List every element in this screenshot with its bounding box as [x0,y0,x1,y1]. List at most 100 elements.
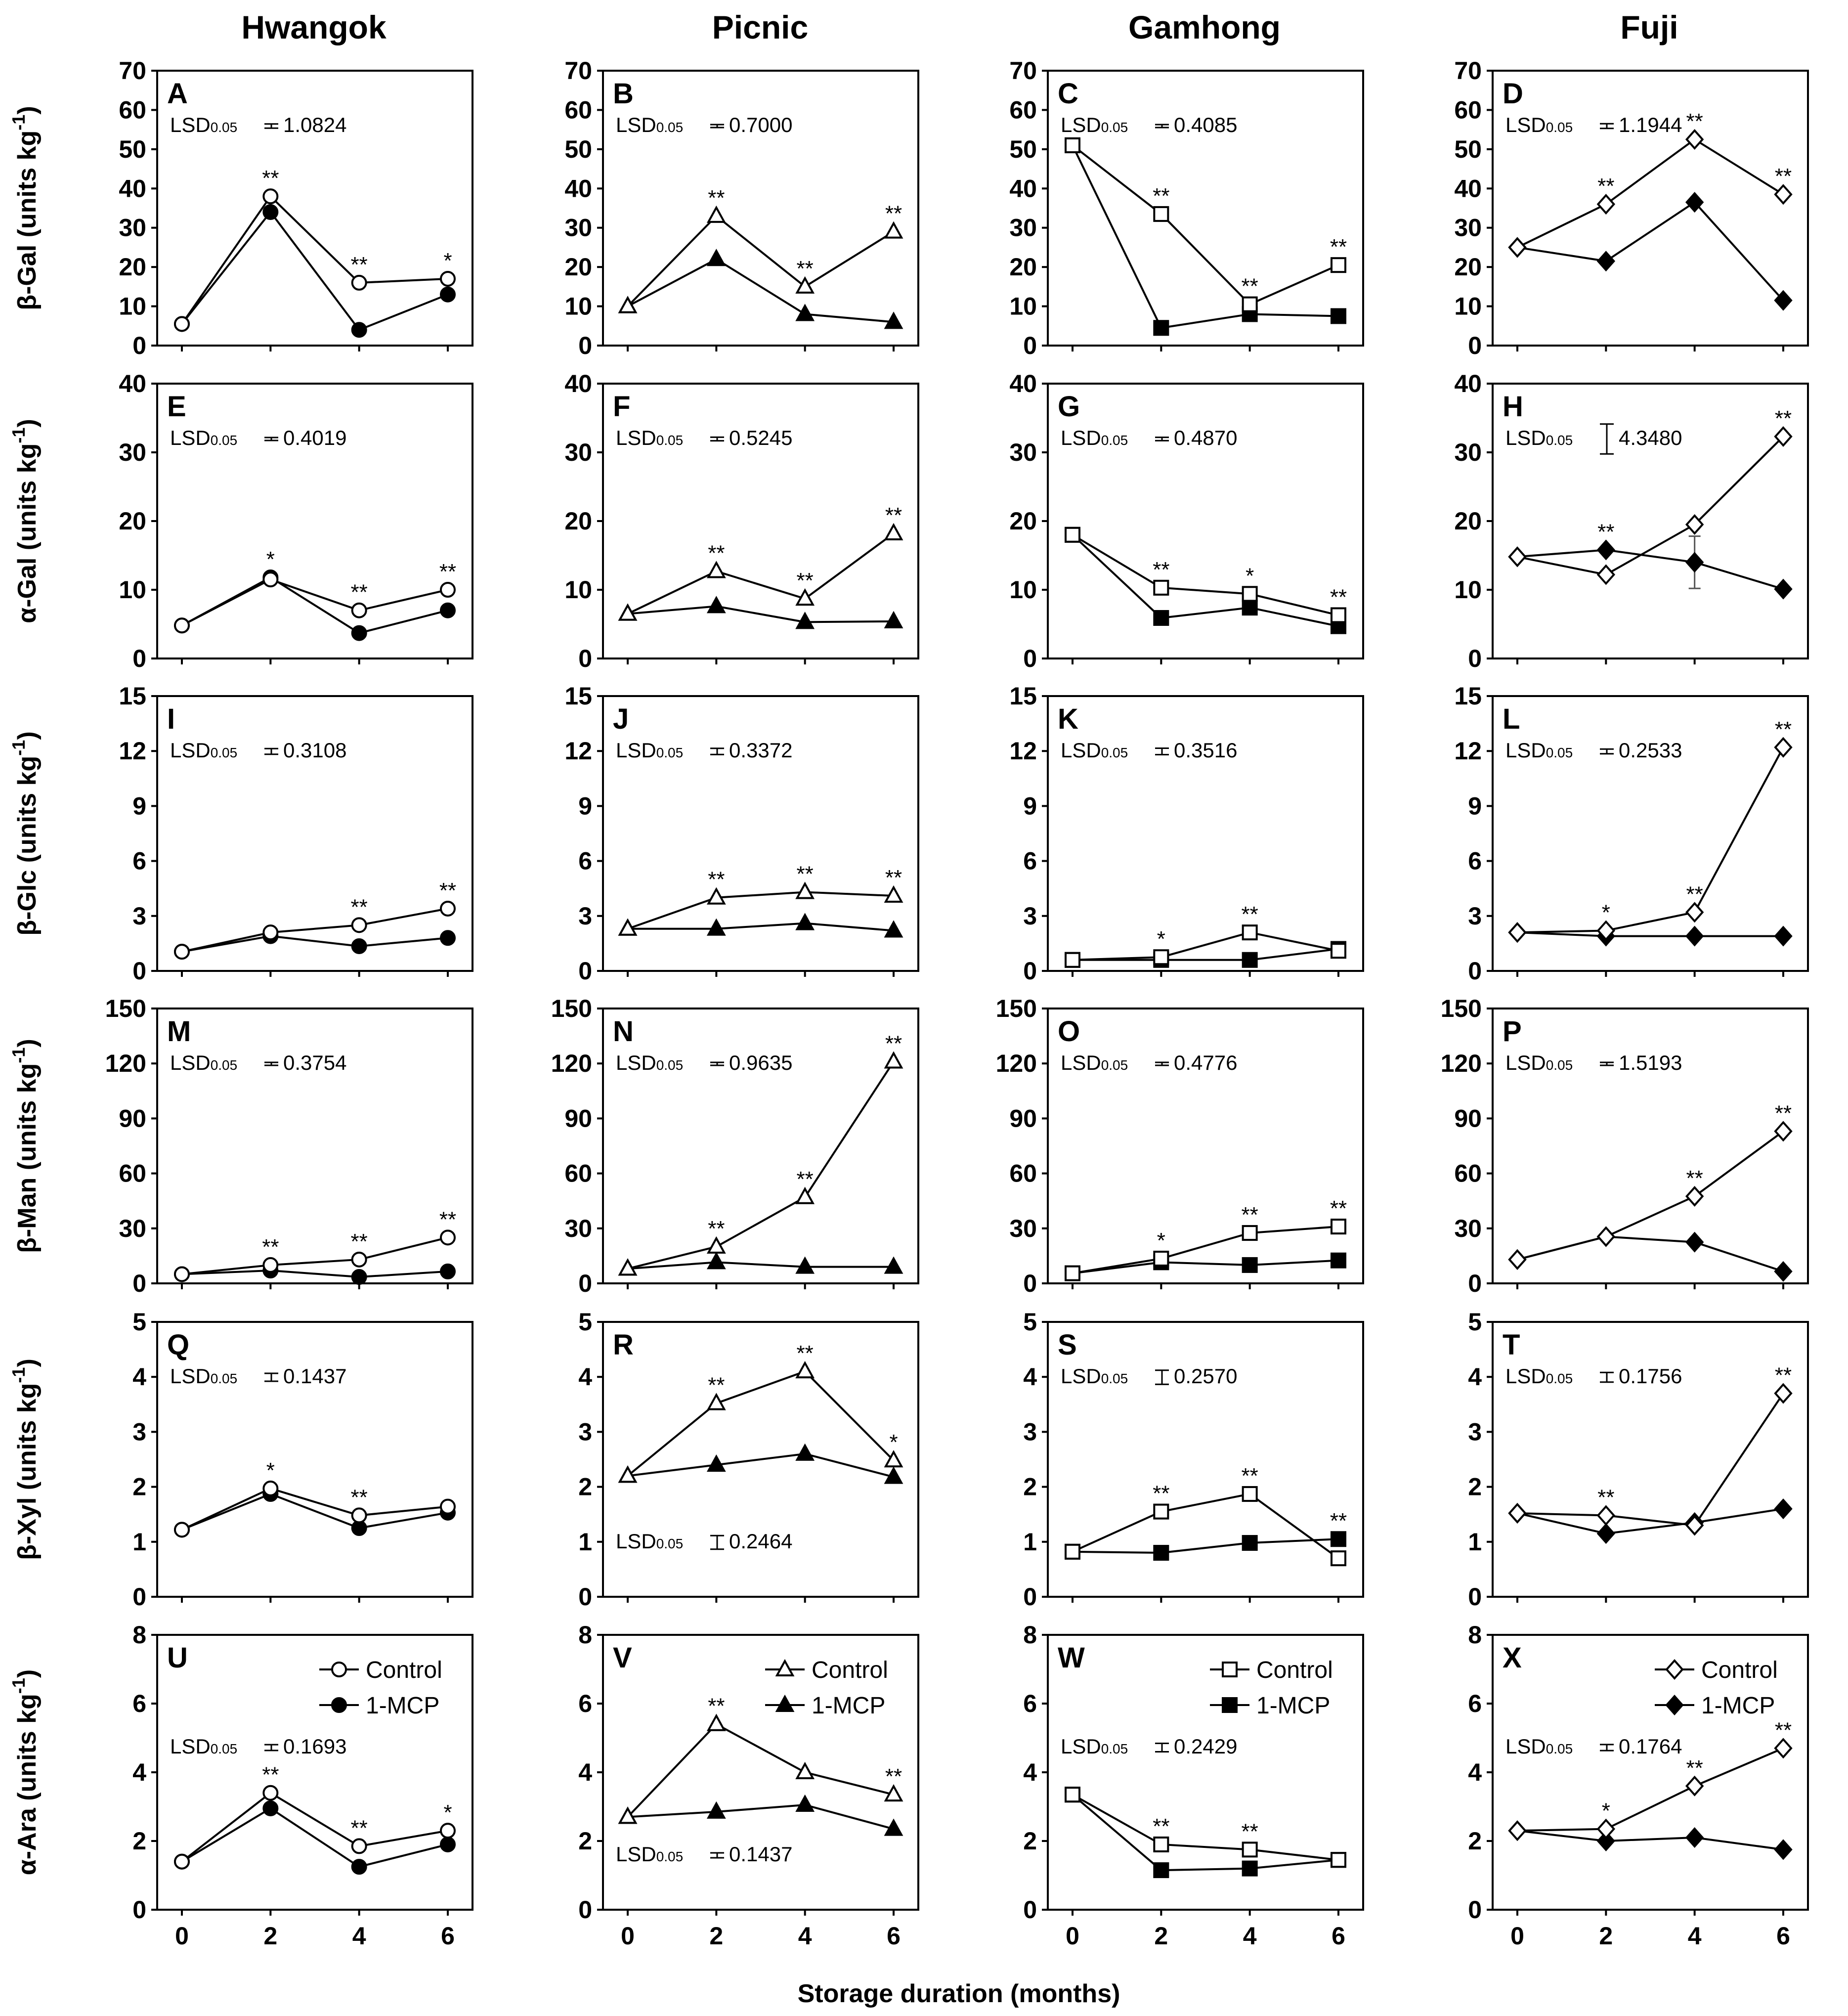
y-tick-label: 0 [1468,645,1482,672]
y-tick-label: 9 [132,792,146,820]
data-point-1-mcp [1774,290,1793,311]
y-tick-label: 0 [578,1896,592,1924]
data-point-1-mcp [795,913,815,930]
data-point-control [1331,1852,1346,1868]
significance-mark: * [1157,927,1165,951]
y-tick-label: 60 [1009,96,1037,124]
series-line-control [181,195,448,325]
y-tick-label: 6 [1468,1690,1482,1717]
series-line-1-mcp [1072,1538,1339,1554]
x-tick-label: 6 [1332,1922,1345,1950]
data-point-1-mcp [1242,1860,1258,1877]
significance-mark: ** [708,1694,725,1718]
y-tick-label: 1 [1023,1528,1037,1556]
data-point-1-mcp [1331,1531,1346,1547]
y-tick-label: 0 [578,1270,592,1297]
y-tick-label: 3 [1023,1418,1037,1446]
data-point-control [351,274,367,291]
significance-mark: ** [262,1235,279,1259]
y-tick-label: 0 [578,1583,592,1611]
y-tick-label: 4 [1023,1363,1037,1391]
y-tick-label: 70 [564,57,592,85]
legend-label-control: Control [812,1657,888,1683]
plot-frame [1047,1008,1364,1284]
significance-mark: ** [885,202,902,226]
data-point-1-mcp [351,1859,367,1875]
significance-mark: ** [439,1207,456,1231]
data-point-control [1065,1787,1080,1803]
plot-frame [1492,1321,1809,1598]
data-point-control [262,571,279,588]
panel-letter: H [1503,391,1523,423]
data-point-control [262,188,279,205]
data-point-control [884,221,903,239]
significance-mark: ** [351,1229,368,1254]
data-point-1-mcp [1153,1862,1169,1879]
panel-N: 0 30 60 90 120 150 N LSD0.05 0.9635 ** ** ** [551,995,919,1297]
series-line-1-mcp [1073,948,1339,961]
data-point-control [884,1784,903,1802]
lsd-value: 0.1756 [1619,1364,1682,1388]
lsd-value: 1.5193 [1619,1051,1682,1074]
plot-frame [156,695,473,972]
panel-letter: B [613,78,634,110]
data-point-1-mcp [440,286,456,303]
data-point-control [795,588,815,606]
y-tick-label: 8 [1023,1621,1037,1649]
y-tick-label: 150 [551,995,592,1022]
data-point-control [1242,924,1258,941]
significance-mark: ** [1775,1101,1792,1125]
data-point-1-mcp [1596,251,1616,272]
legend: Control 1-MCP [1210,1657,1333,1719]
data-point-control [351,1838,367,1854]
series-line-control [627,1061,895,1270]
data-point-1-mcp [1774,1839,1793,1860]
series-line-control [1072,1492,1339,1559]
significance-mark: ** [1775,164,1792,188]
y-tick-label: 0 [578,645,592,672]
data-point-control [706,205,726,223]
panel-P: 0 30 60 90 120 150 P LSD0.05 1.5193 ** ** [1441,995,1809,1297]
y-tick-label: 90 [564,1104,592,1132]
panel-letter: E [167,391,186,423]
data-point-control [1774,184,1793,205]
panel-letter: R [613,1329,634,1361]
data-point-1-mcp [1596,1523,1616,1544]
plot-frame [156,1321,473,1598]
data-point-control [1331,607,1346,623]
y-tick-label: 4 [1468,1758,1482,1786]
data-point-control [262,1480,279,1496]
plot-frame [602,695,919,972]
data-point-1-mcp [795,1256,815,1274]
significance-mark: ** [351,895,368,919]
y-tick-label: 8 [578,1621,592,1649]
legend-label-1-mcp: 1-MCP [366,1693,439,1719]
significance-mark: ** [708,1373,725,1398]
data-point-control [174,1853,190,1870]
data-point-1-mcp [1153,320,1169,336]
y-tick-label: 3 [132,1418,146,1446]
y-tick-label: 50 [119,135,146,163]
y-tick-label: 0 [578,332,592,359]
y-tick-label: 20 [564,507,592,535]
legend-marker-control [1665,1659,1684,1680]
y-tick-label: 60 [564,96,592,124]
significance-mark: ** [885,1031,902,1055]
data-point-control [174,1522,190,1538]
significance-mark: ** [351,253,368,277]
data-point-control [1596,1226,1616,1247]
y-tick-label: 60 [1009,1160,1037,1187]
significance-mark: * [266,1458,275,1483]
y-tick-label: 120 [551,1050,592,1077]
lsd-label: LSD0.05 [1505,1735,1573,1758]
y-tick-label: 60 [1454,1160,1482,1187]
y-tick-label: 3 [1468,1418,1482,1446]
legend-label-control: Control [1256,1657,1333,1683]
data-point-control [706,887,726,905]
y-tick-label: 1 [1468,1528,1482,1556]
plot-frame [1047,383,1364,659]
data-point-control [1685,1515,1704,1536]
panel-letter: G [1058,391,1080,423]
data-point-control [795,276,815,294]
